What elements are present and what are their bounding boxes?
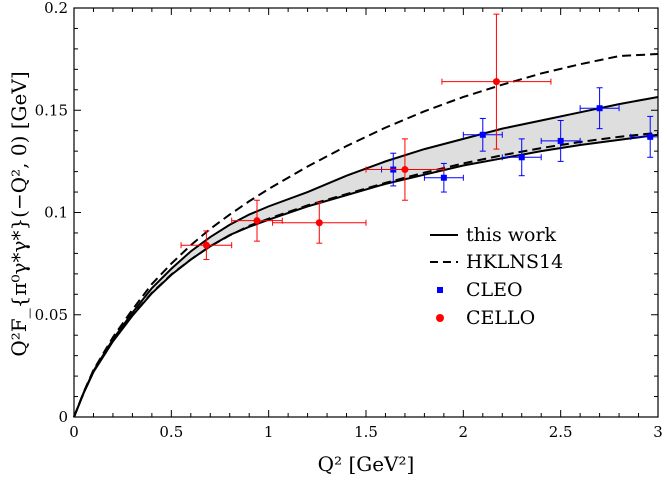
- legend-cello-marker: [436, 314, 444, 322]
- x-tick-label: 2.5: [549, 423, 573, 441]
- y-tick-label: 0.05: [35, 306, 68, 324]
- cleo-point: [462, 117, 503, 152]
- y-tick-label: 0.1: [44, 204, 68, 222]
- cello-point: [180, 230, 233, 261]
- axis-ticks: 0 0.5 1 1.5 2 2.5 3 0 0.05 0.1 0.15 0.2: [35, 0, 663, 441]
- x-tick-label: 1: [264, 423, 274, 441]
- cello-marker: [202, 241, 210, 249]
- cello-point: [441, 13, 552, 150]
- x-tick-label: 3: [653, 423, 663, 441]
- cello-marker: [401, 166, 409, 174]
- cello-marker: [315, 219, 323, 227]
- curves: [73, 53, 659, 418]
- x-tick-label: 0.5: [159, 423, 183, 441]
- x-axis-label: Q² [GeV²]: [318, 452, 415, 476]
- y-tick-label: 0: [58, 408, 68, 426]
- cleo-marker: [596, 105, 603, 112]
- data-points: [180, 13, 659, 261]
- cleo-marker: [518, 154, 525, 161]
- cello-point: [231, 199, 283, 242]
- cleo-marker: [440, 174, 447, 181]
- hklns14-upper-curve: [73, 53, 659, 418]
- cleo-point: [579, 87, 620, 130]
- y-tick-label: 0.2: [44, 0, 68, 17]
- cleo-marker: [647, 133, 654, 140]
- cleo-point: [501, 138, 542, 177]
- cello-marker: [492, 78, 500, 86]
- cello-marker: [253, 217, 261, 225]
- x-tick-label: 0: [69, 423, 79, 441]
- legend-cello-label: CELLO: [466, 307, 535, 329]
- cleo-marker: [557, 137, 564, 144]
- legend-this-work-label: this work: [466, 224, 557, 246]
- legend: this work HKLNS14 CLEO CELLO: [430, 224, 563, 329]
- uncertainty-bands: [74, 96, 658, 418]
- plot-frame: [73, 7, 659, 418]
- cleo-point: [423, 162, 464, 193]
- cleo-marker: [479, 131, 486, 138]
- this-work-upper-curve: [73, 95, 659, 418]
- cello-point: [272, 201, 367, 244]
- x-tick-label: 1.5: [354, 423, 378, 441]
- y-axis-label: Q²F_{π⁰γ*γ*}(−Q², 0) [GeV]: [7, 71, 31, 356]
- legend-cleo-marker: [437, 287, 443, 293]
- legend-cleo-label: CLEO: [466, 279, 523, 301]
- cello-point: [365, 138, 445, 201]
- legend-hklns14-label: HKLNS14: [466, 251, 563, 273]
- x-tick-label: 2: [459, 423, 469, 441]
- y-tick-label: 0.15: [35, 101, 68, 119]
- this-work-band: [74, 96, 658, 418]
- cleo-point: [540, 119, 581, 162]
